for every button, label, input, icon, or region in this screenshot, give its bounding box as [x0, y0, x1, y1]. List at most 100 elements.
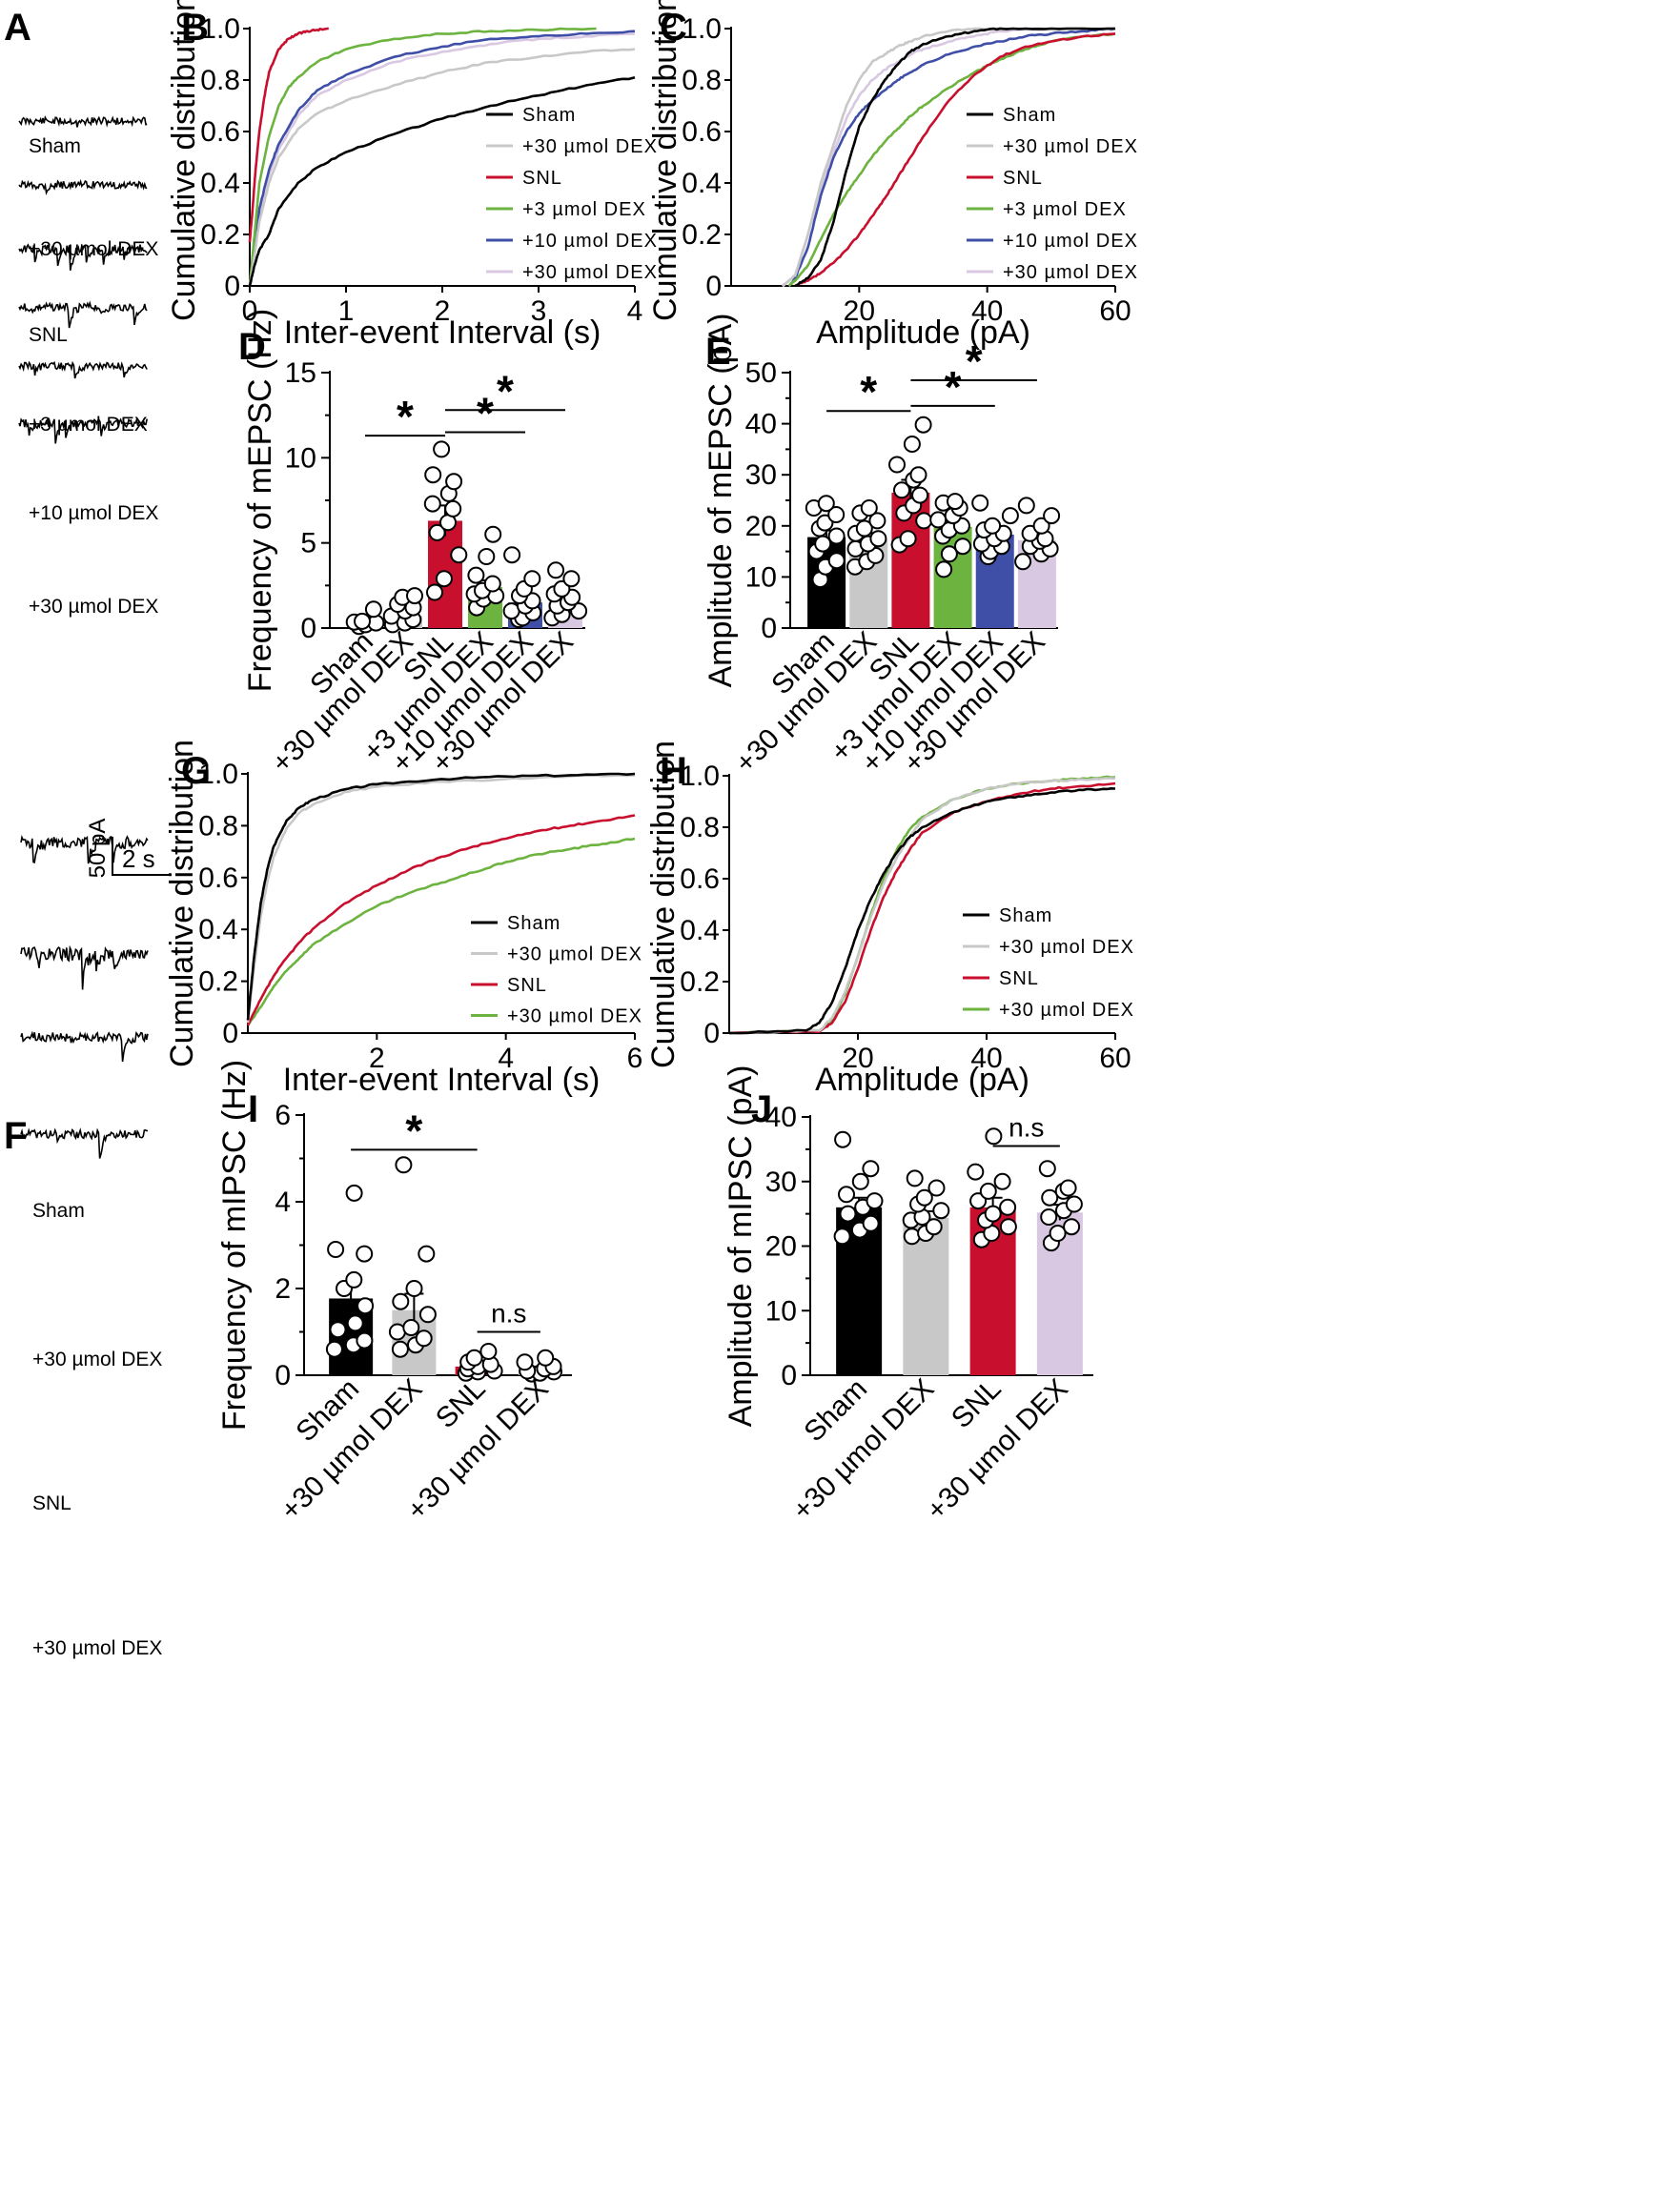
j-point — [834, 1130, 852, 1148]
h-series-0 — [728, 786, 1116, 1035]
g-y-tick-label: 0 — [222, 1018, 238, 1049]
g-y-tick-label: 1.0 — [198, 759, 238, 790]
d-point — [483, 575, 501, 593]
c-series-3 — [787, 32, 1116, 288]
i-y-tick-label: 2 — [275, 1273, 291, 1305]
c-series-4 — [788, 27, 1116, 288]
g-legend-label-0: Sham — [507, 913, 560, 934]
d-sig-label-0: * — [397, 392, 414, 441]
panel-c: C 0 0.2 0.4 0.6 0.8 1.0 20 40 60 Amplitude (pA) Cum… — [647, 0, 1138, 351]
j-sig-label-0: n.s — [1009, 1112, 1044, 1142]
trace-label-f-2: SNL — [32, 1492, 71, 1514]
j-point — [969, 1192, 988, 1210]
d-point — [547, 561, 565, 579]
e-point — [868, 512, 886, 530]
h-y-tick-label: 1.0 — [680, 761, 720, 792]
c-y-tick-label: 0.6 — [682, 116, 722, 148]
j-point — [1038, 1160, 1056, 1178]
j-point — [839, 1205, 857, 1223]
panel-f-traces: Sham +30 µmol DEX SNL +30 µmol DEX — [20, 834, 162, 1659]
trace-a-dex30-snl — [18, 416, 148, 444]
e-point — [1032, 517, 1050, 535]
h-y-tick-label: 0.8 — [680, 812, 720, 843]
trace-f-dex30 — [20, 944, 149, 990]
e-point — [984, 517, 1002, 535]
i-point — [479, 1343, 498, 1360]
panel-label-j: J — [751, 1088, 772, 1130]
j-point — [833, 1228, 851, 1246]
e-point — [827, 552, 846, 570]
d-point — [426, 583, 443, 601]
d-y-label: Frequency of mEPSC (Hz) — [242, 309, 278, 692]
c-legend-label-5: +30 µmol DEX — [1003, 262, 1138, 283]
h-y-tick-label: 0.2 — [680, 966, 720, 998]
panel-g: G 0 0.2 0.4 0.6 0.8 1.0 2 4 6 Inter-event Interval… — [164, 740, 642, 1098]
b-legend-label-5: +30 µmol DEX — [522, 262, 658, 283]
panel-label-d: D — [238, 326, 266, 368]
panel-a-traces: Sham +30 µmol DEX SNL +3 µmol DEX +10 µm… — [18, 114, 172, 878]
i-y-label: Frequency of mIPSC (Hz) — [216, 1060, 253, 1431]
b-y-tick-label: 0.6 — [200, 116, 240, 148]
g-y-tick-label: 0.2 — [198, 966, 238, 998]
i-point — [391, 1340, 409, 1358]
h-legend-label-2: SNL — [999, 968, 1039, 989]
j-point — [915, 1188, 933, 1207]
e-point — [816, 514, 834, 532]
i-point — [345, 1270, 363, 1289]
g-y-tick-label: 0.4 — [198, 914, 238, 945]
j-y-label: Amplitude of mIPSC (pA) — [723, 1065, 759, 1428]
j-y-tick-label: 40 — [765, 1102, 797, 1133]
b-series-2 — [248, 27, 329, 243]
j-y-tick-label: 0 — [781, 1360, 797, 1391]
i-point — [392, 1292, 410, 1310]
trace-a-dex30 — [18, 178, 148, 195]
h-series-3 — [728, 775, 1116, 1035]
d-point — [424, 466, 442, 484]
e-point — [1001, 507, 1019, 525]
h-y-label: Cumulative distribution — [645, 741, 682, 1068]
h-x-tick-label: 40 — [970, 1043, 1002, 1074]
e-y-tick-label: 30 — [745, 459, 777, 491]
b-series-5 — [248, 32, 636, 287]
j-point — [1041, 1188, 1059, 1207]
d-sig-label-2: * — [497, 366, 514, 416]
i-point — [345, 1184, 363, 1202]
b-x-tick-label: 3 — [531, 295, 547, 327]
e-point — [914, 416, 932, 434]
b-legend-label-4: +10 µmol DEX — [522, 231, 658, 252]
panel-label-c: C — [660, 7, 687, 49]
i-point — [329, 1321, 347, 1339]
j-point — [903, 1228, 921, 1246]
trace-a-sham — [18, 114, 148, 128]
d-point — [354, 612, 371, 630]
e-point — [893, 481, 910, 499]
c-series-2 — [794, 32, 1116, 288]
d-y-tick-label: 10 — [285, 442, 316, 474]
b-series-0 — [248, 76, 636, 287]
e-sig-label-1: * — [945, 362, 962, 412]
trace-a-snl — [18, 243, 148, 271]
c-y-tick-label: 0 — [705, 271, 722, 302]
i-sig-label-0: * — [405, 1106, 422, 1155]
j-point — [999, 1218, 1017, 1236]
e-point — [940, 545, 958, 563]
e-point — [947, 493, 964, 511]
trace-a-dex10 — [18, 360, 148, 379]
j-y-tick-label: 10 — [765, 1295, 797, 1327]
j-point — [906, 1169, 924, 1187]
e-y-label: Amplitude of mEPSC (pA) — [703, 313, 739, 687]
d-y-tick-label: 0 — [300, 613, 316, 644]
panel-label-b: B — [181, 7, 209, 49]
g-series-2 — [246, 814, 636, 1026]
i-point — [356, 1331, 374, 1350]
e-point — [1014, 553, 1032, 571]
g-series-3 — [246, 837, 636, 1026]
e-point — [1043, 507, 1061, 525]
panel-label-i: I — [248, 1088, 258, 1130]
panel-b: B 0 0.2 0.4 0.6 0.8 1.0 0 1 2 3 4 Inter-event Interv… — [166, 0, 658, 351]
g-x-tick-label: 2 — [369, 1043, 385, 1074]
h-legend-label-3: +30 µmol DEX — [999, 1000, 1134, 1021]
e-point — [909, 466, 927, 484]
